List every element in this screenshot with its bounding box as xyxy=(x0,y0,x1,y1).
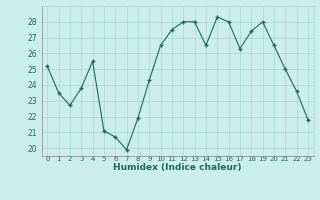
X-axis label: Humidex (Indice chaleur): Humidex (Indice chaleur) xyxy=(113,163,242,172)
